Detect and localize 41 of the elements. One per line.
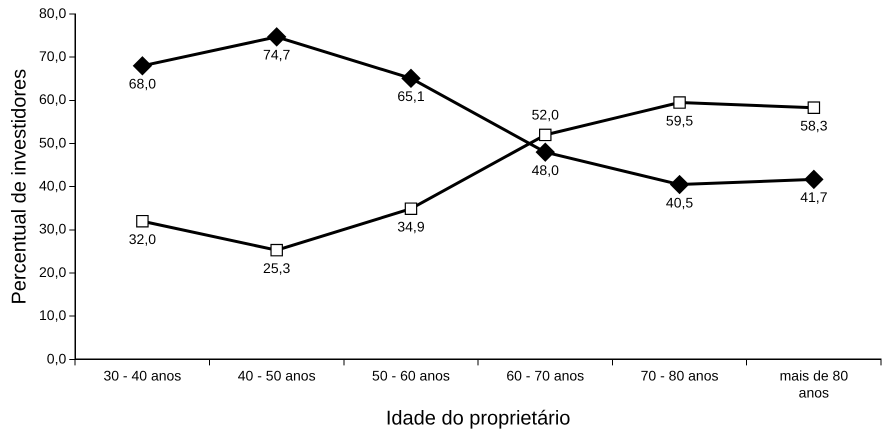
point [270, 244, 283, 256]
data-label: 65,1 [397, 88, 425, 104]
data-label: 52,0 [532, 106, 560, 123]
data-label: 25,3 [263, 260, 291, 276]
point [539, 128, 552, 142]
data-label: 34,9 [397, 218, 425, 235]
point [804, 170, 824, 189]
point [267, 27, 286, 46]
y-tick-label: 60,0 [39, 91, 66, 108]
point [136, 214, 149, 228]
x-tick-label: mais de 80 anos [780, 368, 848, 400]
y-tick-label: 10,0 [39, 307, 66, 324]
x-tick-label: 30 - 40 anos [103, 368, 182, 384]
point [404, 202, 418, 215]
data-label: 68,0 [128, 76, 156, 92]
data-label: 58,3 [800, 118, 828, 134]
y-tick-label: 0,0 [46, 350, 66, 366]
point [536, 142, 555, 162]
y-tick-label: 40,0 [39, 178, 66, 194]
data-label: 32,0 [128, 231, 156, 248]
point [401, 68, 420, 88]
point [808, 101, 820, 114]
y-tick-label: 80,0 [39, 4, 66, 21]
data-label: 40,5 [666, 194, 694, 210]
data-label: 59,5 [666, 112, 694, 128]
data-label: 41,7 [800, 189, 828, 206]
x-tick-label: 60 - 70 anos [506, 368, 584, 384]
point [673, 96, 686, 109]
y-axis-title: Percentual de investidores [8, 68, 31, 305]
point [132, 56, 152, 76]
data-label: 48,0 [532, 162, 560, 178]
x-tick-label: 40 - 50 anos [238, 368, 316, 384]
y-tick-label: 30,0 [39, 220, 66, 237]
point [670, 175, 690, 194]
y-tick-label: 50,0 [39, 134, 66, 150]
y-tick-label: 20,0 [39, 264, 66, 280]
x-tick-label: 70 - 80 anos [640, 368, 718, 384]
x-axis-title: Idade do proprietário [386, 408, 570, 430]
x-tick-label: 50 - 60 anos [372, 368, 450, 384]
y-tick-label: 70,0 [39, 48, 66, 64]
data-label: 74,7 [263, 46, 291, 63]
